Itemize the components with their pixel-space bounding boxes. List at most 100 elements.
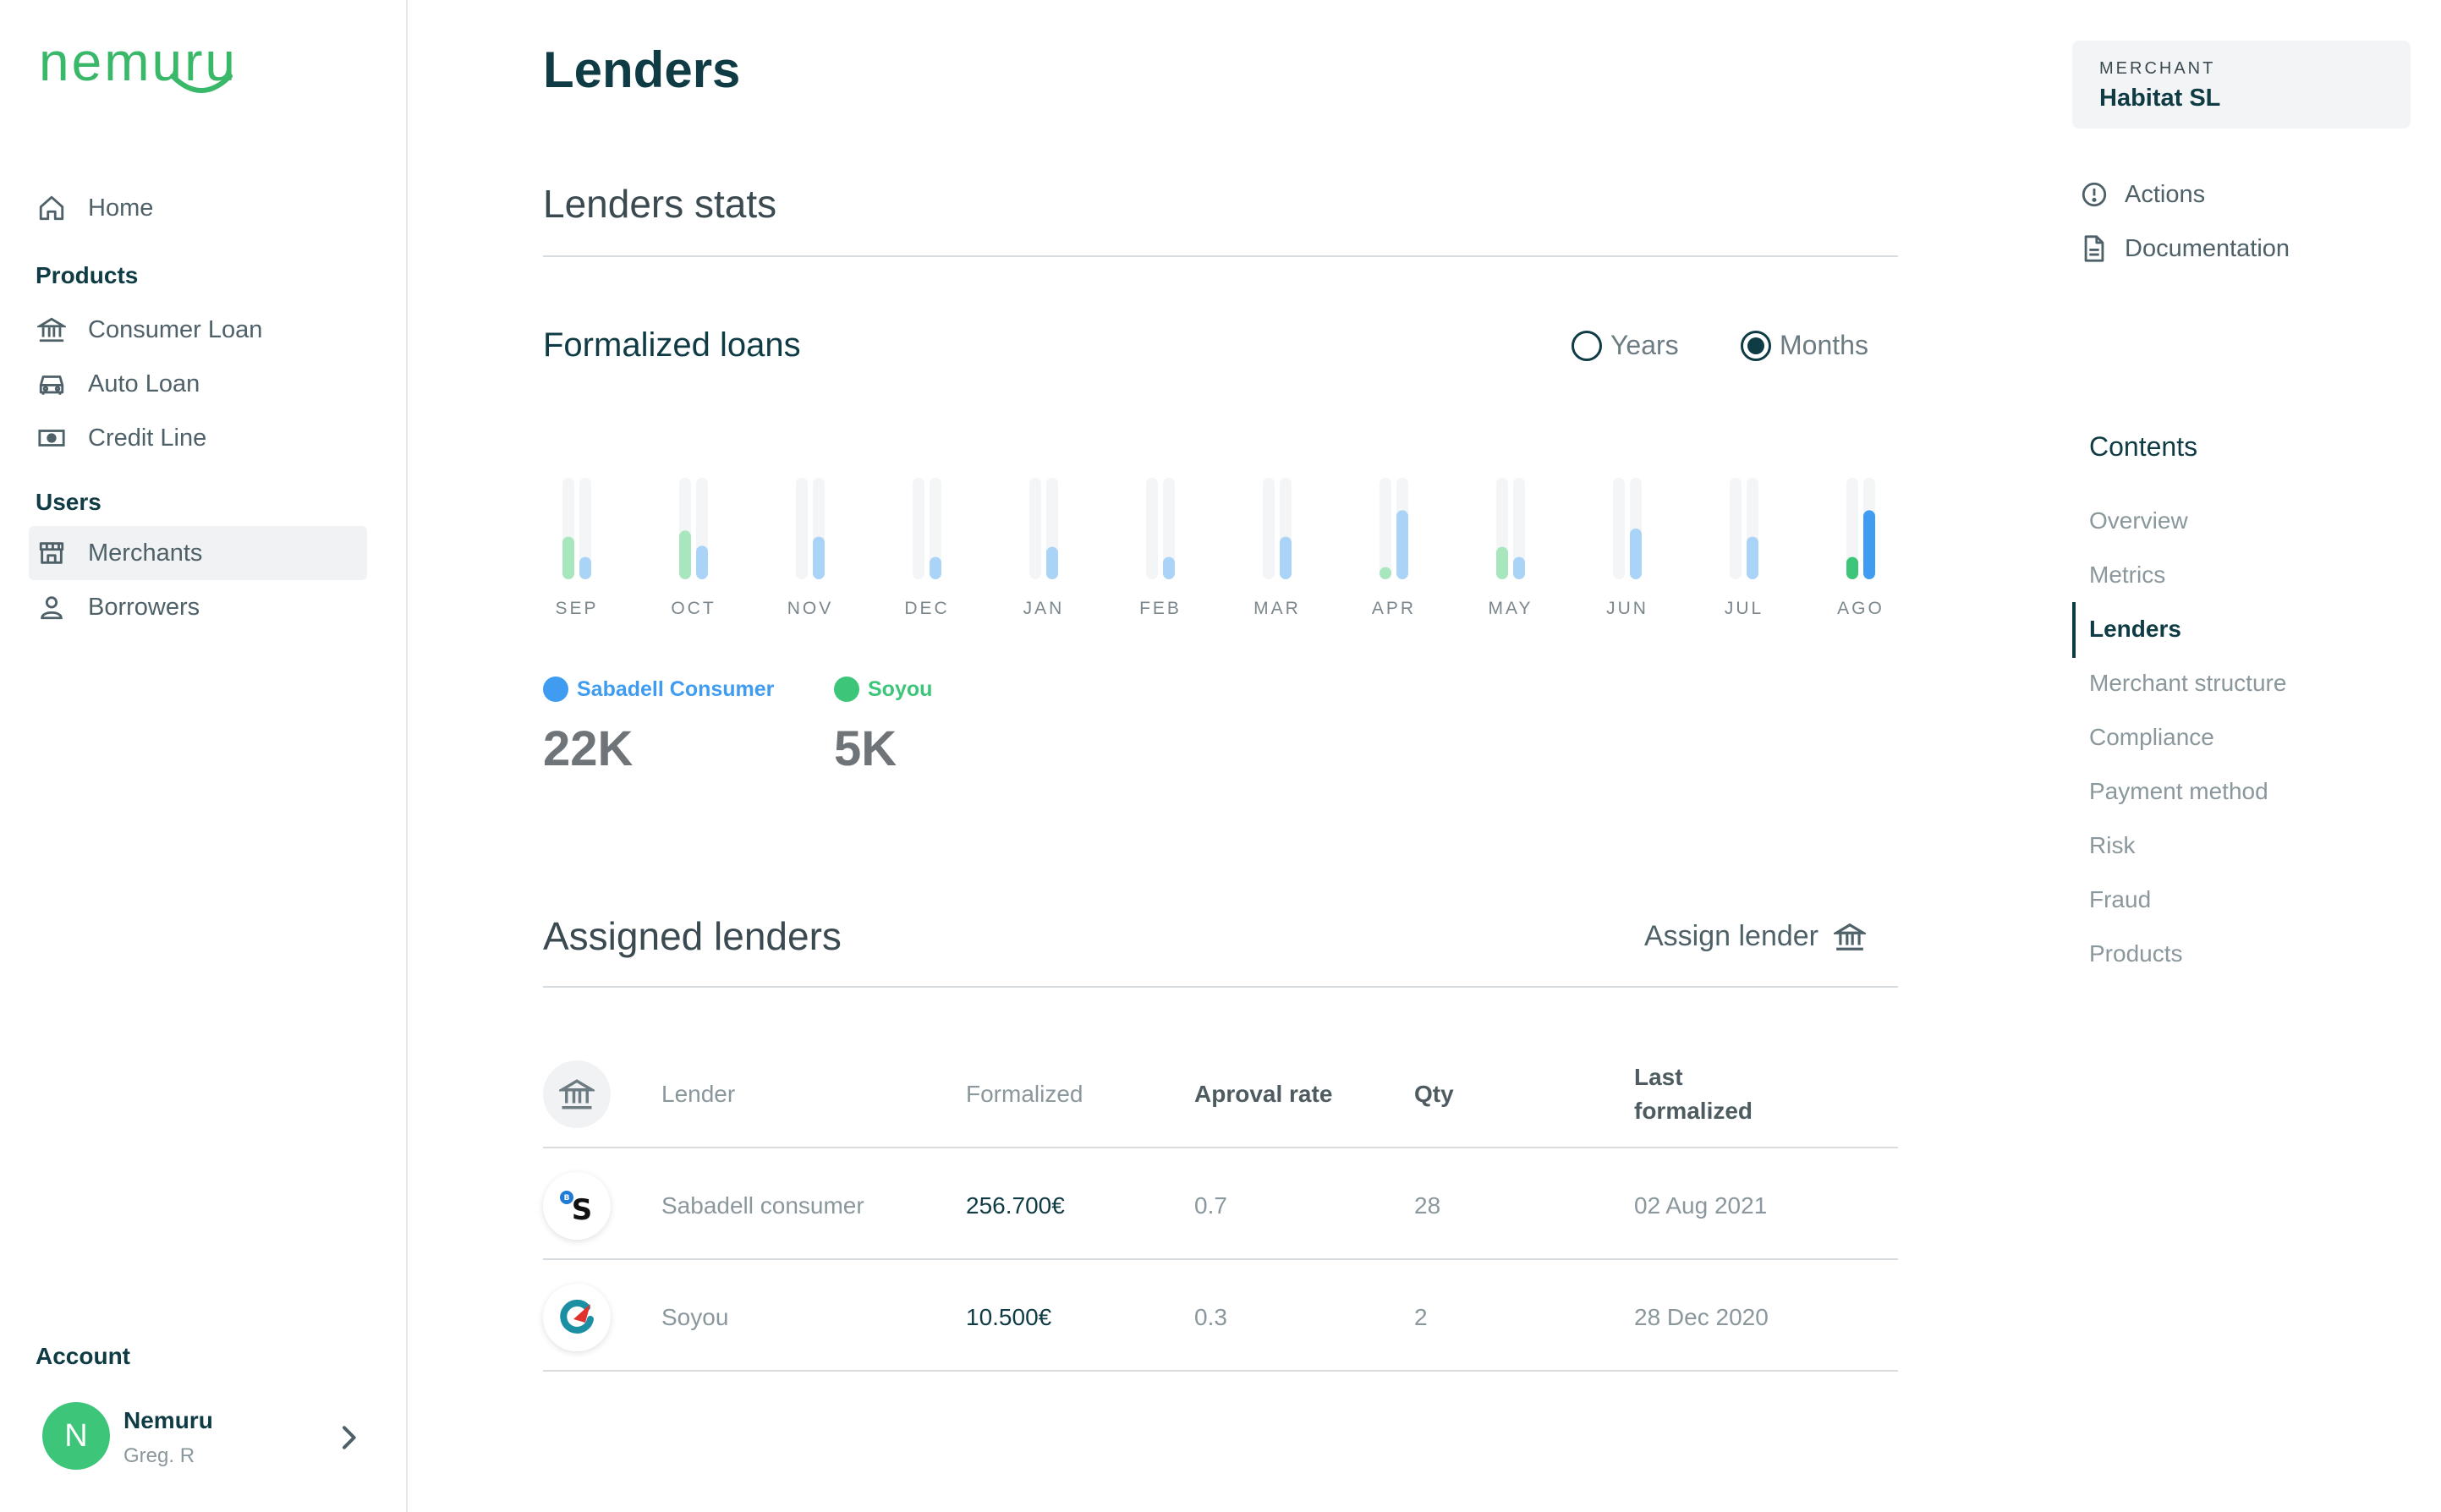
avatar[interactable]: N — [42, 1402, 110, 1470]
bar-sabadell-consumer-dec[interactable] — [930, 556, 941, 579]
documentation-link[interactable]: Documentation — [2079, 233, 2290, 264]
radio-months-circle[interactable] — [1741, 330, 1771, 361]
toc-item-fraud[interactable]: Fraud — [2089, 886, 2152, 912]
toc-item-compliance[interactable]: Compliance — [2089, 724, 2214, 750]
toc-item-metrics[interactable]: Metrics — [2089, 562, 2166, 588]
column-header-qty[interactable]: Qty — [1414, 1081, 1454, 1107]
bar-sabadell-consumer-nov[interactable] — [813, 536, 825, 579]
column-header-last-formalized[interactable]: Last formalized — [1634, 1064, 1753, 1125]
column-header-approval-rate[interactable]: Aproval rate — [1194, 1081, 1333, 1107]
divider — [543, 1147, 1898, 1148]
qty-value: 2 — [1414, 1304, 1428, 1330]
assign-lender-button[interactable]: Assign lender — [1644, 920, 1867, 953]
sidebar-item-label: Auto Loan — [88, 370, 200, 397]
formalized-loans-title: Formalized loans — [543, 326, 801, 364]
bar-soyou-may[interactable] — [1496, 546, 1508, 579]
document-icon — [2079, 233, 2109, 264]
last-formalized-date: 02 Aug 2021 — [1634, 1192, 1768, 1219]
bar-sabadell-consumer-may[interactable] — [1513, 556, 1525, 579]
sidebar-item-label: Credit Line — [88, 424, 207, 452]
bar-soyou-sep[interactable] — [562, 536, 574, 579]
bar-sabadell-consumer-mar[interactable] — [1280, 536, 1292, 579]
toc-active-indicator — [2072, 602, 2076, 658]
legend-label-soyou: Soyou — [868, 677, 933, 701]
actions-label: Actions — [2125, 180, 2206, 208]
actions-link[interactable]: Actions — [2079, 179, 2205, 210]
sidebar-item-home[interactable]: Home — [29, 181, 367, 235]
column-header-formalized[interactable]: Formalized — [966, 1081, 1083, 1107]
store-icon — [36, 537, 68, 569]
lender-name[interactable]: Soyou — [661, 1304, 729, 1330]
legend-swatch-sabadell — [543, 677, 568, 702]
bank-icon — [36, 314, 68, 346]
bar-soyou-oct[interactable] — [679, 530, 691, 579]
bar-soyou-apr[interactable] — [1380, 567, 1391, 579]
account-name: Nemuru — [123, 1407, 213, 1433]
radio-years[interactable]: Years — [1572, 330, 1679, 361]
bar-sabadell-consumer-jul[interactable] — [1747, 536, 1758, 579]
radio-years-circle[interactable] — [1572, 330, 1602, 361]
toc-item-overview[interactable]: Overview — [2089, 507, 2188, 534]
toc-item-products[interactable]: Products — [2089, 940, 2183, 967]
bar-soyou-ago[interactable] — [1846, 556, 1858, 579]
bar-track — [1263, 478, 1275, 579]
account-user: Greg. R — [123, 1444, 195, 1467]
merchant-card[interactable] — [2072, 41, 2411, 129]
sidebar-item-label: Consumer Loan — [88, 315, 263, 343]
chevron-right-icon[interactable] — [332, 1421, 365, 1454]
approval-rate: 0.7 — [1194, 1192, 1227, 1219]
month-label-jun: JUN — [1606, 599, 1648, 618]
column-header-last-line1: Last — [1634, 1064, 1683, 1090]
sidebar-item-label: Merchants — [88, 539, 203, 567]
merchant-label: MERCHANT — [2099, 59, 2216, 78]
sidebar-item-credit-line[interactable]: Credit Line — [29, 411, 367, 465]
legend-soyou: Soyou — [834, 677, 932, 702]
sidebar-item-borrowers[interactable]: Borrowers — [29, 580, 367, 634]
toc-item-risk[interactable]: Risk — [2089, 832, 2136, 858]
lender-name[interactable]: Sabadell consumer — [661, 1192, 864, 1219]
month-label-mar: MAR — [1253, 599, 1301, 618]
users-heading: Users — [36, 489, 101, 515]
divider — [543, 986, 1898, 988]
sidebar-item-auto-loan[interactable]: Auto Loan — [29, 357, 367, 411]
bar-sabadell-consumer-apr[interactable] — [1396, 510, 1408, 579]
month-label-feb: FEB — [1139, 599, 1182, 618]
bar-track — [579, 478, 591, 579]
account-heading: Account — [36, 1343, 130, 1369]
bar-track — [1163, 478, 1175, 579]
month-label-nov: NOV — [787, 599, 834, 618]
toc-item-lenders[interactable]: Lenders — [2089, 616, 2181, 642]
products-heading: Products — [36, 262, 139, 288]
bank-icon — [559, 1079, 595, 1109]
month-label-apr: APR — [1371, 599, 1417, 618]
bank-icon — [1834, 921, 1867, 953]
column-header-last-line2: formalized — [1634, 1098, 1753, 1124]
radio-years-label: Years — [1610, 330, 1679, 360]
merchant-name: Habitat SL — [2099, 85, 2221, 112]
bar-sabadell-consumer-sep[interactable] — [579, 556, 591, 579]
bar-sabadell-consumer-oct[interactable] — [696, 545, 708, 579]
sabadell-logo-icon: B S — [543, 1172, 611, 1240]
toc-item-payment-method[interactable]: Payment method — [2089, 778, 2268, 804]
column-header-lender[interactable]: Lender — [661, 1081, 736, 1107]
user-icon — [36, 591, 68, 623]
bar-track — [796, 478, 808, 579]
radio-months[interactable]: Months — [1741, 330, 1868, 361]
bar-sabadell-consumer-jun[interactable] — [1630, 529, 1642, 579]
bar-track — [1380, 478, 1391, 579]
divider — [543, 1258, 1898, 1260]
month-label-jan: JAN — [1023, 599, 1065, 618]
legend-label-sabadell: Sabadell Consumer — [577, 677, 775, 701]
qty-value: 28 — [1414, 1192, 1441, 1219]
bar-sabadell-consumer-jan[interactable] — [1046, 546, 1058, 579]
sidebar-item-consumer-loan[interactable]: Consumer Loan — [29, 303, 367, 357]
radio-months-label: Months — [1780, 330, 1868, 360]
bar-sabadell-consumer-ago[interactable] — [1863, 510, 1875, 579]
approval-rate: 0.3 — [1194, 1304, 1227, 1330]
bar-sabadell-consumer-feb[interactable] — [1163, 556, 1175, 579]
nemuru-logo[interactable]: nemuru — [39, 31, 238, 92]
sidebar-item-merchants[interactable]: Merchants — [29, 526, 367, 580]
toc-item-merchant-structure[interactable]: Merchant structure — [2089, 670, 2287, 696]
divider — [543, 1370, 1898, 1372]
bar-track — [1846, 478, 1858, 579]
